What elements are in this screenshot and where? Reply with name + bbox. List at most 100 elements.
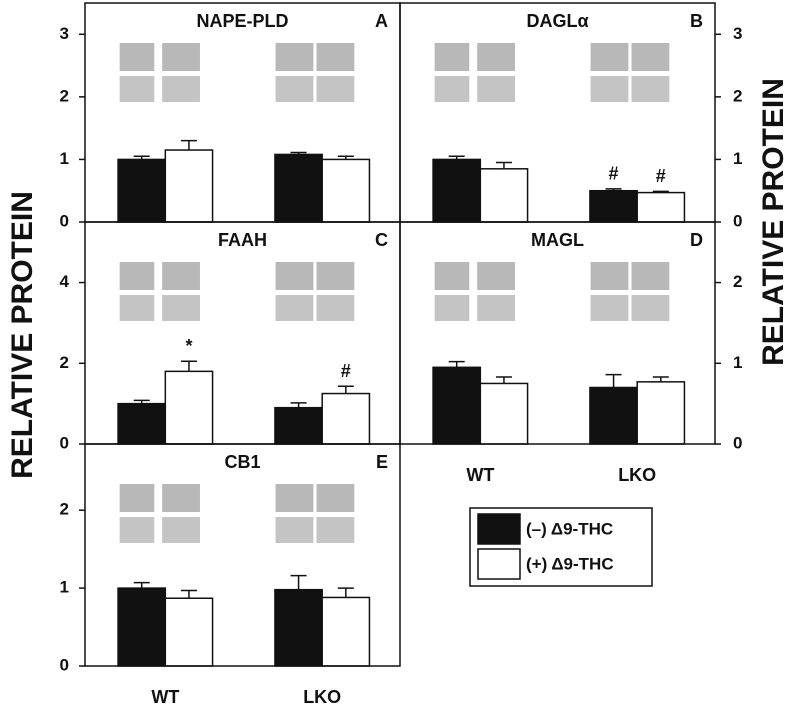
y-tick-label: 2 — [60, 353, 69, 372]
bar — [321, 392, 371, 445]
blot — [316, 295, 355, 321]
blot — [434, 295, 470, 321]
blot — [119, 484, 155, 512]
blot — [316, 517, 355, 543]
bar — [636, 381, 686, 445]
blot — [590, 295, 629, 321]
legend-swatch — [477, 548, 521, 580]
panel-frame — [399, 221, 716, 445]
bar — [479, 382, 529, 445]
blot — [162, 295, 200, 321]
bar — [164, 370, 214, 445]
y-tick-label: 1 — [733, 149, 742, 168]
panel-label: A — [375, 11, 388, 31]
blot — [275, 76, 314, 102]
panel-title: MAGL — [531, 230, 584, 250]
blot — [631, 262, 670, 290]
y-tick-label: 1 — [60, 149, 69, 168]
significance-marker: # — [341, 361, 351, 381]
bar — [164, 597, 214, 667]
y-tick-label: 0 — [60, 211, 69, 230]
bar — [321, 158, 371, 223]
significance-marker: * — [185, 336, 192, 356]
bar — [117, 158, 167, 223]
blot — [162, 76, 200, 102]
y-tick-label: 2 — [60, 86, 69, 105]
blot — [119, 295, 155, 321]
panel-frame — [84, 443, 401, 667]
blot — [434, 76, 470, 102]
y-tick-label: 0 — [733, 433, 742, 452]
bar — [589, 189, 638, 223]
blot — [316, 43, 355, 71]
y-tick-label: 1 — [733, 353, 742, 372]
bar — [636, 191, 686, 223]
blot — [316, 262, 355, 290]
bar — [164, 149, 214, 223]
blot — [434, 262, 470, 290]
x-tick-label: LKO — [303, 687, 341, 707]
y-tick-label: 0 — [733, 211, 742, 230]
blot — [162, 517, 200, 543]
blot — [275, 295, 314, 321]
panel-label: C — [375, 230, 388, 250]
blot — [434, 43, 470, 71]
y-tick-label: 2 — [733, 272, 742, 291]
bar — [274, 588, 323, 667]
panel-label: E — [376, 452, 388, 472]
x-tick-label: WT — [466, 465, 494, 485]
blot — [631, 76, 670, 102]
blot — [631, 295, 670, 321]
blot — [316, 76, 355, 102]
panel-title: FAAH — [218, 230, 267, 250]
y-tick-label: 2 — [733, 86, 742, 105]
panel-title: CB1 — [224, 452, 260, 472]
y-axis-label: RELATIVE PROTEIN — [6, 191, 39, 479]
blot — [590, 43, 629, 71]
panel-label: B — [690, 11, 703, 31]
significance-marker: # — [609, 164, 619, 184]
blot — [119, 517, 155, 543]
bar — [589, 386, 638, 445]
y-tick-label: 0 — [60, 433, 69, 452]
bar — [274, 406, 323, 445]
y-tick-label: 3 — [733, 24, 742, 43]
legend-swatch — [477, 513, 521, 545]
blot — [631, 43, 670, 71]
blot — [590, 262, 629, 290]
x-tick-label: LKO — [618, 465, 656, 485]
y-tick-label: 2 — [60, 500, 69, 519]
x-tick-label: WT — [151, 687, 179, 707]
blot — [119, 43, 155, 71]
blot — [119, 262, 155, 290]
blot — [162, 43, 200, 71]
y-tick-label: 3 — [60, 24, 69, 43]
legend-label: (+) Δ9-THC — [526, 554, 614, 573]
blot — [162, 484, 200, 512]
panel-label: D — [690, 230, 703, 250]
blot — [590, 76, 629, 102]
bar — [479, 168, 529, 223]
bar — [432, 366, 482, 445]
blot — [275, 484, 314, 512]
y-tick-label: 1 — [60, 578, 69, 597]
y-tick-label: 4 — [60, 272, 70, 291]
blot — [477, 43, 515, 71]
blot — [162, 262, 200, 290]
blot — [119, 76, 155, 102]
bar — [117, 402, 167, 445]
blot — [275, 43, 314, 71]
bar — [274, 153, 323, 223]
bar — [432, 158, 482, 223]
y-tick-label: 0 — [60, 655, 69, 674]
blot — [477, 76, 515, 102]
y-axis-label: RELATIVE PROTEIN — [757, 78, 790, 366]
panel-title: NAPE-PLD — [196, 11, 288, 31]
legend-label: (–) Δ9-THC — [526, 519, 613, 538]
blot — [477, 295, 515, 321]
bar — [117, 587, 167, 667]
panel-title: DAGLα — [526, 11, 588, 31]
blot — [275, 517, 314, 543]
blot — [275, 262, 314, 290]
